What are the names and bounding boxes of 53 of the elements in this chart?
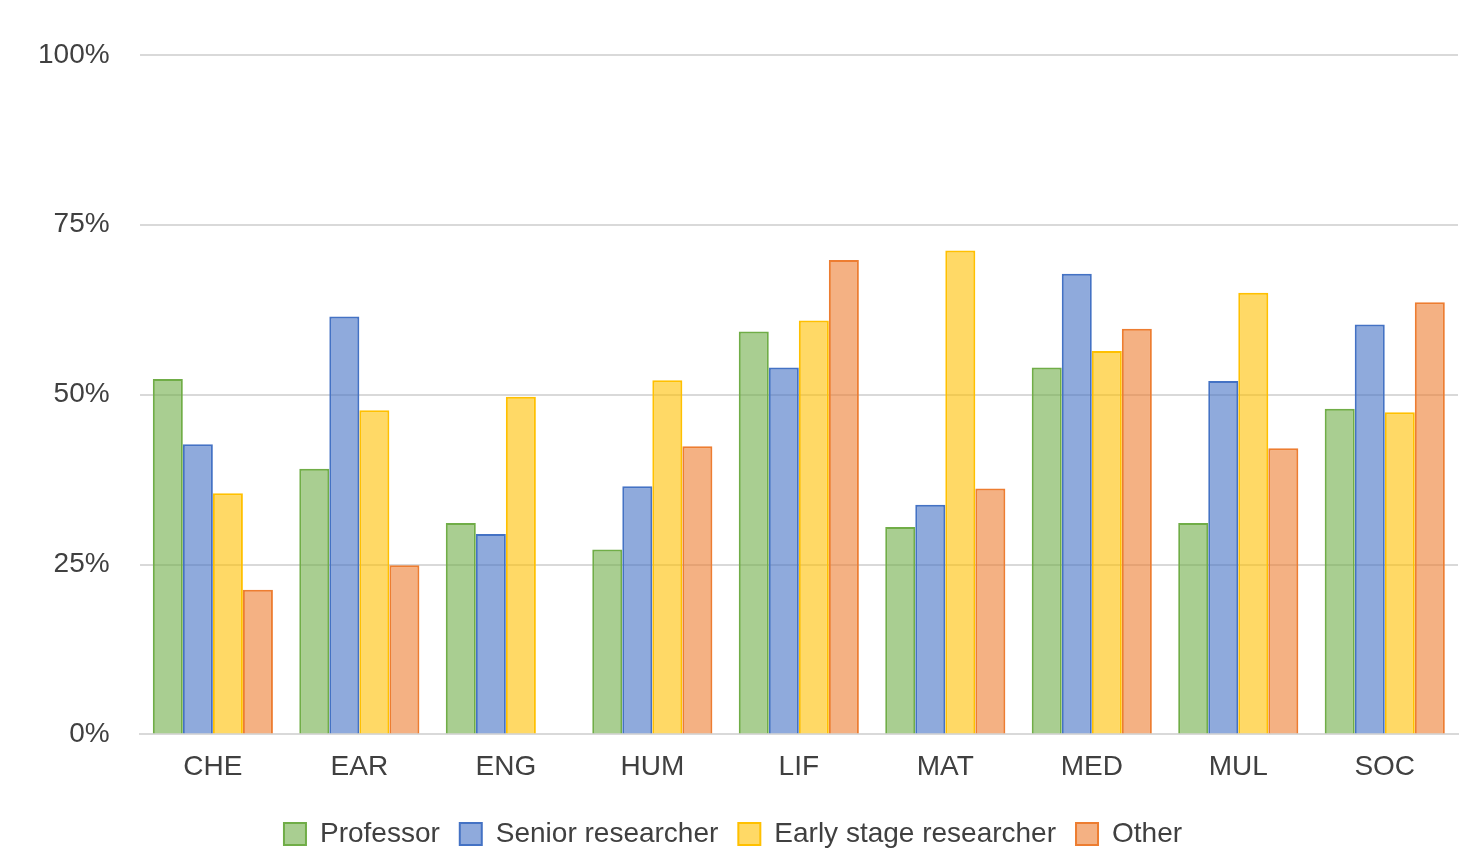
- bar: [798, 320, 829, 734]
- x-tick-label: CHE: [183, 749, 243, 781]
- bar: [212, 493, 243, 734]
- legend-label: Professor: [319, 816, 440, 848]
- legend-label: Early stage researcher: [774, 816, 1057, 848]
- bar: [945, 250, 976, 734]
- bar: [738, 331, 769, 734]
- bar: [359, 410, 390, 734]
- bar: [1354, 324, 1385, 734]
- bar: [389, 565, 420, 734]
- bar: [329, 316, 360, 734]
- bar: [152, 378, 183, 734]
- bar: [1268, 448, 1299, 734]
- bar: [768, 367, 799, 734]
- bar: [1091, 351, 1122, 734]
- bar: [1238, 292, 1269, 734]
- bar: [505, 396, 536, 734]
- bar: [242, 589, 273, 734]
- x-tick-label: HUM: [620, 749, 685, 781]
- legend-label: Other: [1112, 816, 1183, 848]
- x-tick-label: MAT: [916, 749, 974, 781]
- x-tick-label: ENG: [475, 749, 537, 781]
- bar: [1178, 523, 1209, 734]
- x-tick-label: EAR: [330, 749, 389, 781]
- y-tick-label: 0%: [69, 717, 110, 749]
- bar: [182, 444, 213, 734]
- bar: [682, 446, 713, 734]
- bar: [445, 523, 476, 734]
- x-tick-label: MUL: [1208, 749, 1268, 781]
- bar: [1208, 381, 1239, 734]
- bar: [299, 468, 330, 734]
- bar: [915, 504, 946, 734]
- y-tick-label: 75%: [53, 207, 110, 239]
- bar: [1121, 328, 1152, 734]
- legend-label: Senior researcher: [495, 816, 719, 848]
- bar: [622, 486, 653, 734]
- x-tick-label: LIF: [778, 749, 820, 781]
- y-tick-label: 100%: [37, 37, 110, 69]
- bar: [592, 549, 623, 734]
- bar: [1061, 273, 1092, 734]
- bar: [828, 260, 859, 734]
- bar: [975, 488, 1006, 734]
- bar: [1324, 408, 1355, 734]
- x-tick-label: SOC: [1354, 749, 1416, 781]
- x-tick-label: MED: [1060, 749, 1123, 781]
- y-tick-label: 50%: [53, 377, 110, 409]
- bar: [885, 527, 916, 734]
- bar: [1384, 412, 1415, 734]
- bar: [652, 380, 683, 734]
- bar: [1031, 367, 1062, 734]
- bar: [475, 533, 506, 734]
- y-tick-label: 25%: [53, 547, 110, 579]
- bar: [1414, 302, 1445, 734]
